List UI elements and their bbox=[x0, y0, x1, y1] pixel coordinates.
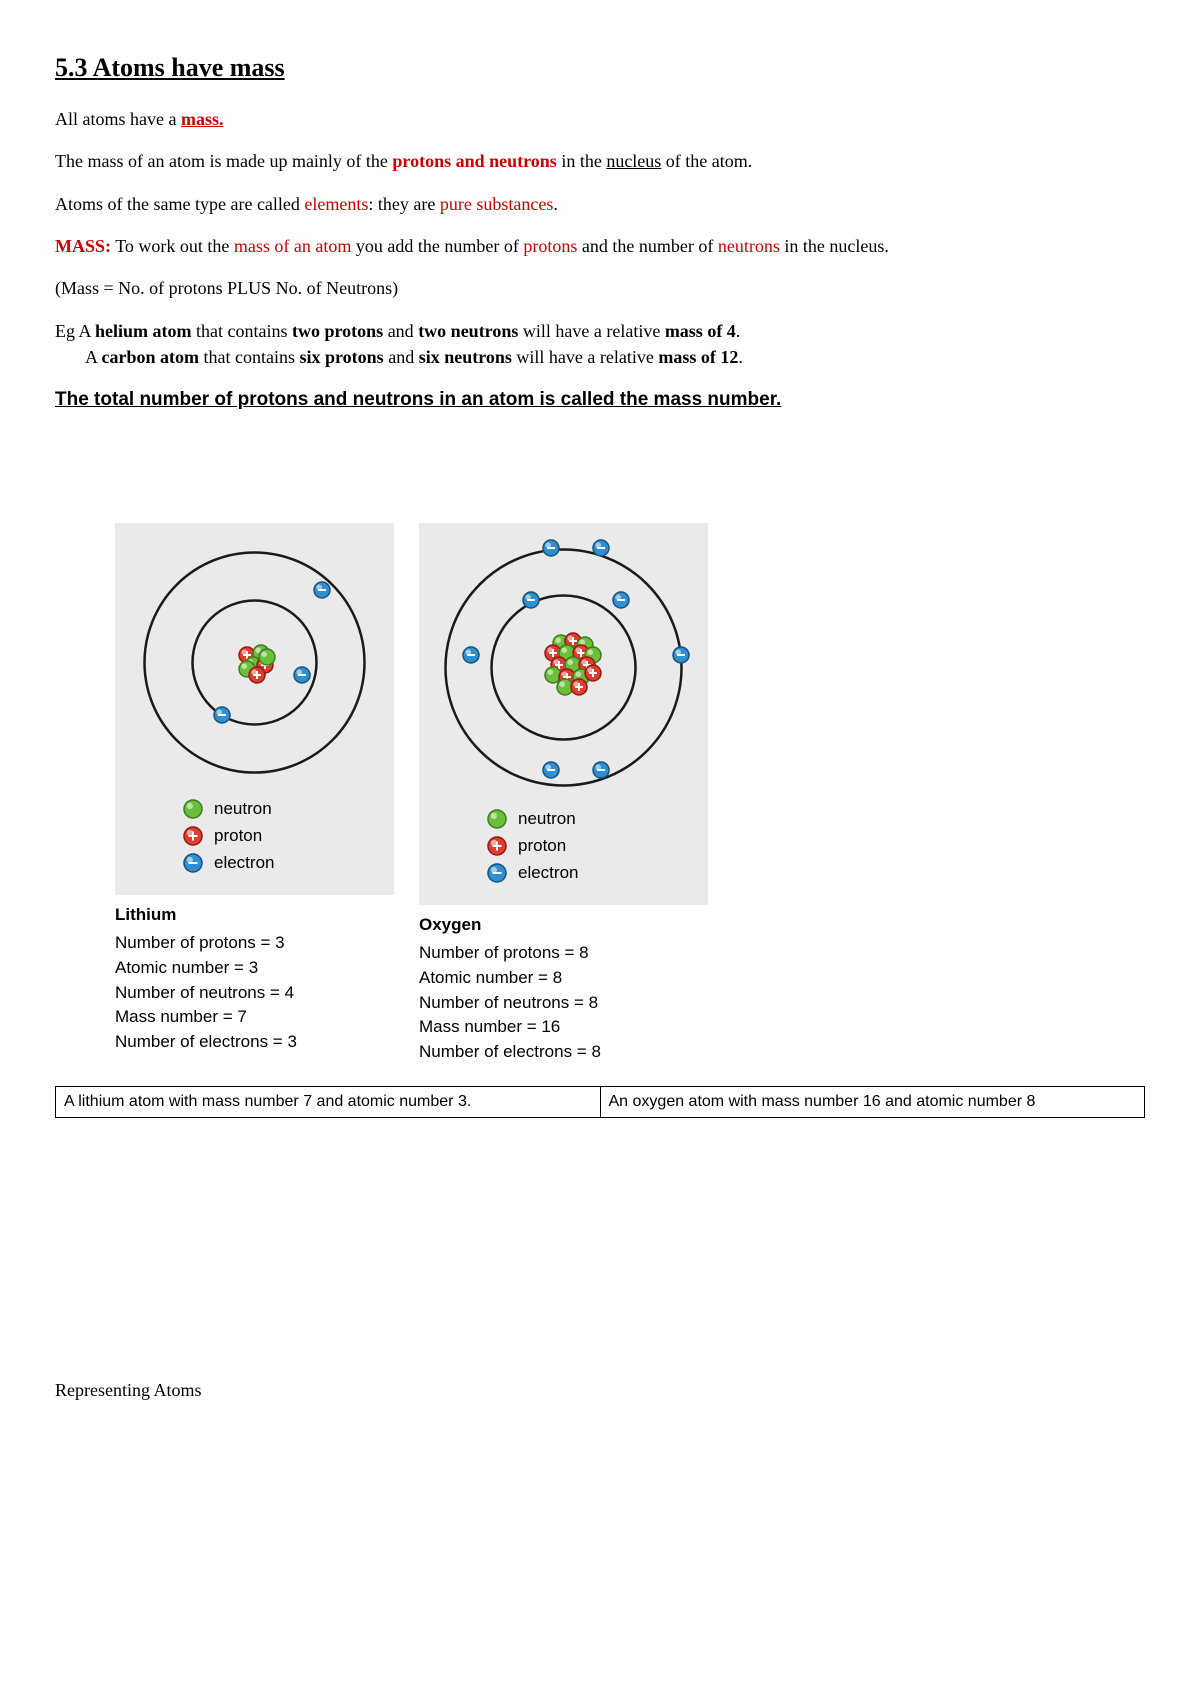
legend-proton: proton bbox=[182, 825, 382, 848]
atom-diagrams: neutron proton electron Lithium Number o… bbox=[115, 523, 1145, 1065]
legend-proton: proton bbox=[486, 835, 696, 858]
term-pure: pure substances bbox=[440, 194, 553, 214]
mass-number-rule: The total number of protons and neutrons… bbox=[55, 387, 1145, 413]
text: that contains bbox=[199, 347, 299, 367]
text: : they are bbox=[368, 194, 439, 214]
info-line: Number of protons = 3 bbox=[115, 931, 394, 956]
text: in the nucleus. bbox=[780, 236, 889, 256]
caption-table: A lithium atom with mass number 7 and at… bbox=[55, 1086, 1145, 1118]
caption-oxygen: An oxygen atom with mass number 16 and a… bbox=[600, 1087, 1145, 1118]
legend-label: proton bbox=[214, 825, 262, 848]
footer-text: Representing Atoms bbox=[55, 1378, 1145, 1402]
lithium-info: Lithium Number of protons = 3 Atomic num… bbox=[115, 903, 394, 1055]
text: that contains bbox=[192, 321, 292, 341]
text: Eg A bbox=[55, 321, 95, 341]
info-line: Number of neutrons = 4 bbox=[115, 981, 394, 1006]
example-1: Eg A helium atom that contains two proto… bbox=[55, 319, 1145, 343]
legend-label: proton bbox=[518, 835, 566, 858]
text: helium atom bbox=[95, 321, 192, 341]
info-line: Mass number = 16 bbox=[419, 1015, 708, 1040]
text: All atoms have a bbox=[55, 109, 181, 129]
text: and bbox=[383, 321, 418, 341]
oxygen-diagram bbox=[431, 535, 696, 800]
text: neutrons bbox=[718, 236, 780, 256]
legend-electron: electron bbox=[486, 862, 696, 885]
text: A bbox=[85, 347, 102, 367]
term-mass: mass. bbox=[181, 109, 224, 129]
paragraph-3: Atoms of the same type are called elemen… bbox=[55, 192, 1145, 216]
paragraph-2: The mass of an atom is made up mainly of… bbox=[55, 149, 1145, 173]
info-line: Number of protons = 8 bbox=[419, 941, 708, 966]
page-title: 5.3 Atoms have mass bbox=[55, 50, 1145, 85]
text: mass of an atom bbox=[234, 236, 351, 256]
info-line: Number of electrons = 8 bbox=[419, 1040, 708, 1065]
label-mass: MASS: bbox=[55, 236, 111, 256]
legend-label: electron bbox=[518, 862, 578, 885]
paragraph-5: (Mass = No. of protons PLUS No. of Neutr… bbox=[55, 276, 1145, 300]
text: and bbox=[384, 347, 419, 367]
text: in the bbox=[557, 151, 607, 171]
text: The mass of an atom is made up mainly of… bbox=[55, 151, 392, 171]
term-nucleus: nucleus bbox=[606, 151, 661, 171]
lithium-diagram bbox=[127, 535, 382, 790]
text: . bbox=[738, 347, 743, 367]
oxygen-info: Oxygen Number of protons = 8 Atomic numb… bbox=[419, 913, 708, 1065]
oxygen-block: neutron proton electron Oxygen Number of… bbox=[419, 523, 708, 1065]
text: six protons bbox=[300, 347, 384, 367]
oxygen-name: Oxygen bbox=[419, 913, 708, 938]
text: carbon atom bbox=[102, 347, 200, 367]
text: of the atom. bbox=[661, 151, 752, 171]
text: two neutrons bbox=[418, 321, 518, 341]
term-elements: elements bbox=[304, 194, 368, 214]
paragraph-1: All atoms have a mass. bbox=[55, 107, 1145, 131]
text: . bbox=[553, 194, 558, 214]
info-line: Number of neutrons = 8 bbox=[419, 991, 708, 1016]
term-protons-neutrons: protons and neutrons bbox=[392, 151, 556, 171]
legend-label: neutron bbox=[518, 808, 576, 831]
text: and the number of bbox=[577, 236, 717, 256]
oxygen-legend: neutron proton electron bbox=[431, 808, 696, 885]
caption-lithium: A lithium atom with mass number 7 and at… bbox=[56, 1087, 601, 1118]
text: will have a relative bbox=[518, 321, 664, 341]
text: you add the number of bbox=[351, 236, 523, 256]
text: six neutrons bbox=[419, 347, 512, 367]
legend-label: electron bbox=[214, 852, 274, 875]
legend-label: neutron bbox=[214, 798, 272, 821]
lithium-panel: neutron proton electron bbox=[115, 523, 394, 895]
text: . bbox=[736, 321, 741, 341]
lithium-name: Lithium bbox=[115, 903, 394, 928]
text: two protons bbox=[292, 321, 383, 341]
info-line: Atomic number = 3 bbox=[115, 956, 394, 981]
legend-neutron: neutron bbox=[182, 798, 382, 821]
text: To work out the bbox=[111, 236, 234, 256]
example-2: A carbon atom that contains six protons … bbox=[55, 345, 1145, 369]
text: mass of 4 bbox=[665, 321, 736, 341]
legend-electron: electron bbox=[182, 852, 382, 875]
text: protons bbox=[523, 236, 577, 256]
paragraph-4: MASS: To work out the mass of an atom yo… bbox=[55, 234, 1145, 258]
lithium-legend: neutron proton electron bbox=[127, 798, 382, 875]
info-line: Mass number = 7 bbox=[115, 1005, 394, 1030]
info-line: Atomic number = 8 bbox=[419, 966, 708, 991]
lithium-block: neutron proton electron Lithium Number o… bbox=[115, 523, 394, 1065]
oxygen-panel: neutron proton electron bbox=[419, 523, 708, 905]
text: Atoms of the same type are called bbox=[55, 194, 304, 214]
text: will have a relative bbox=[512, 347, 658, 367]
legend-neutron: neutron bbox=[486, 808, 696, 831]
text: mass of 12 bbox=[658, 347, 738, 367]
info-line: Number of electrons = 3 bbox=[115, 1030, 394, 1055]
